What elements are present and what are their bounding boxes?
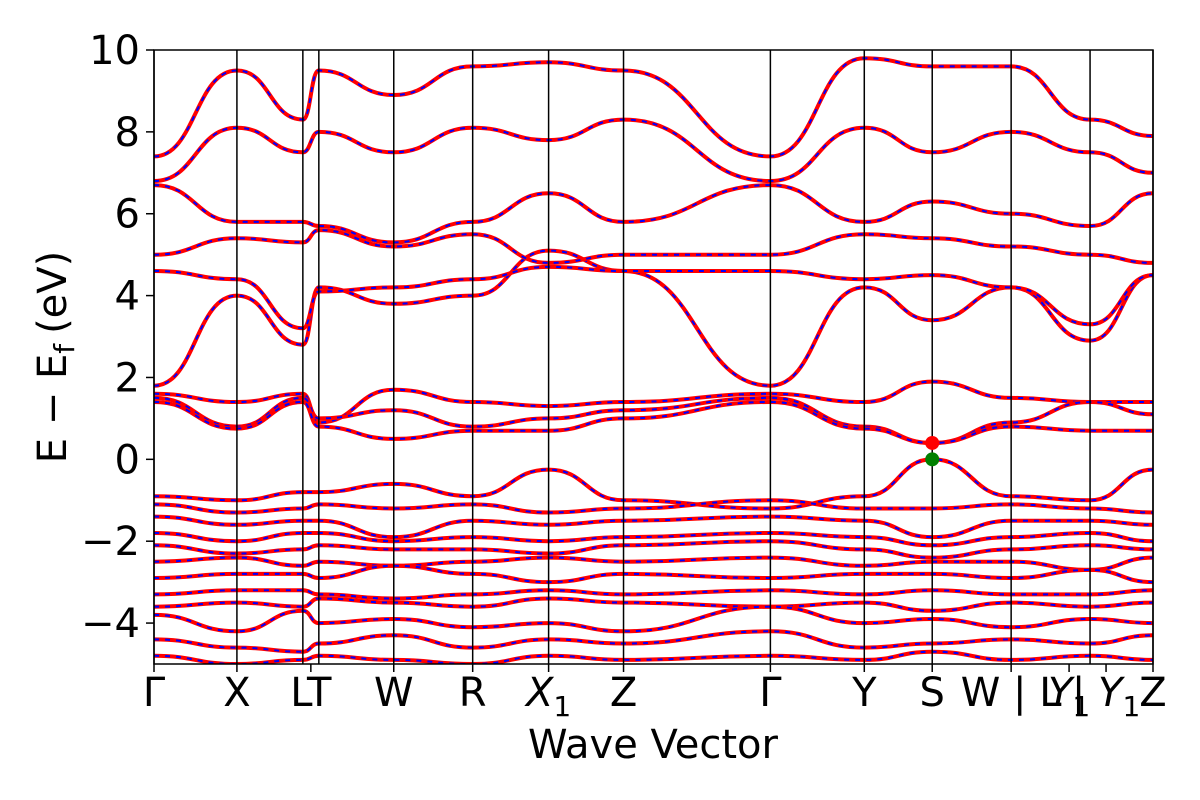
band-line-dashed-18 <box>154 605 1153 633</box>
band-line-dashed-11 <box>154 515 1153 539</box>
x-tick-label: Y1 <box>1048 670 1090 723</box>
band-line-dashed-9 <box>154 458 1153 510</box>
x-tick-label: Z <box>1139 670 1166 716</box>
x-axis-label: Wave Vector <box>528 722 779 768</box>
band-line-9 <box>154 457 1153 511</box>
band-line-dashed-17 <box>154 597 1153 612</box>
y-tick-label: 2 <box>115 355 140 401</box>
band-line-8 <box>154 56 1153 159</box>
band-line-dashed-12 <box>154 531 1153 547</box>
band-line-dashed-19 <box>154 630 1153 653</box>
band-line-dashed-8 <box>154 57 1153 158</box>
y-axis-label-unit: (eV) <box>30 251 76 334</box>
bands-layer <box>154 56 1153 664</box>
band-line-6 <box>154 183 1153 245</box>
y-axis-label: E − Ef (eV) <box>30 251 81 464</box>
band-line-13 <box>154 539 1153 560</box>
y-axis-label-main: E − E <box>30 354 76 464</box>
y-tick-label: 4 <box>115 274 140 320</box>
y-tick-label: 0 <box>115 437 140 483</box>
y-axis-ticks: −4 −2 0 2 4 6 8 10 <box>81 28 154 647</box>
x-tick-label: Z <box>610 670 637 716</box>
y-axis-label-sub: f <box>48 343 81 354</box>
band-line-dashed-1 <box>154 380 1153 424</box>
x-tick-label: R <box>459 670 487 716</box>
band-line-dashed-5 <box>154 229 1153 264</box>
x-tick-label: Γ <box>143 670 166 716</box>
band-line-2 <box>154 395 1153 446</box>
y-tick-label: 10 <box>89 28 140 74</box>
plot-frame <box>153 49 1154 665</box>
y-tick-label: −4 <box>81 601 140 647</box>
band-line-10 <box>154 498 1153 515</box>
band-line-15 <box>154 563 1153 585</box>
x-tick-label: Y <box>851 670 877 716</box>
band-line-dashed-20 <box>154 650 1153 664</box>
y-tick-label: −2 <box>81 519 140 565</box>
band-line-dashed-3 <box>154 400 1153 445</box>
band-line-dashed-16 <box>154 589 1153 600</box>
x-tick-label: | Y1 <box>1072 670 1140 723</box>
x-tick-label: S <box>920 670 945 716</box>
band-line-dashed-7 <box>154 118 1153 183</box>
band-line-19 <box>154 629 1153 654</box>
kpoint-lines <box>153 50 1154 664</box>
x-tick-label: W <box>374 670 414 716</box>
band-line-14 <box>154 555 1153 572</box>
x-tick-label: Γ <box>759 670 782 716</box>
vbm-marker <box>925 452 940 467</box>
x-tick-label: X1 <box>524 670 571 723</box>
x-axis-ticks: Γ X LT W R X1 Z Γ Y S W | LY1| Y1 Z <box>143 664 1167 723</box>
band-line-dashed-2 <box>154 396 1153 445</box>
band-line-7 <box>154 117 1153 184</box>
x-tick-label: W | L <box>961 670 1062 716</box>
band-line-dashed-4 <box>154 265 1153 330</box>
cbm-marker <box>925 435 940 450</box>
band-line-dashed-13 <box>154 540 1153 559</box>
y-tick-label: 6 <box>115 192 140 238</box>
x-tick-label: X <box>223 670 250 716</box>
band-line-4 <box>154 264 1153 331</box>
band-edge-markers <box>925 435 940 467</box>
y-tick-label: 8 <box>115 110 140 156</box>
x-tick-label: LT <box>290 670 332 716</box>
